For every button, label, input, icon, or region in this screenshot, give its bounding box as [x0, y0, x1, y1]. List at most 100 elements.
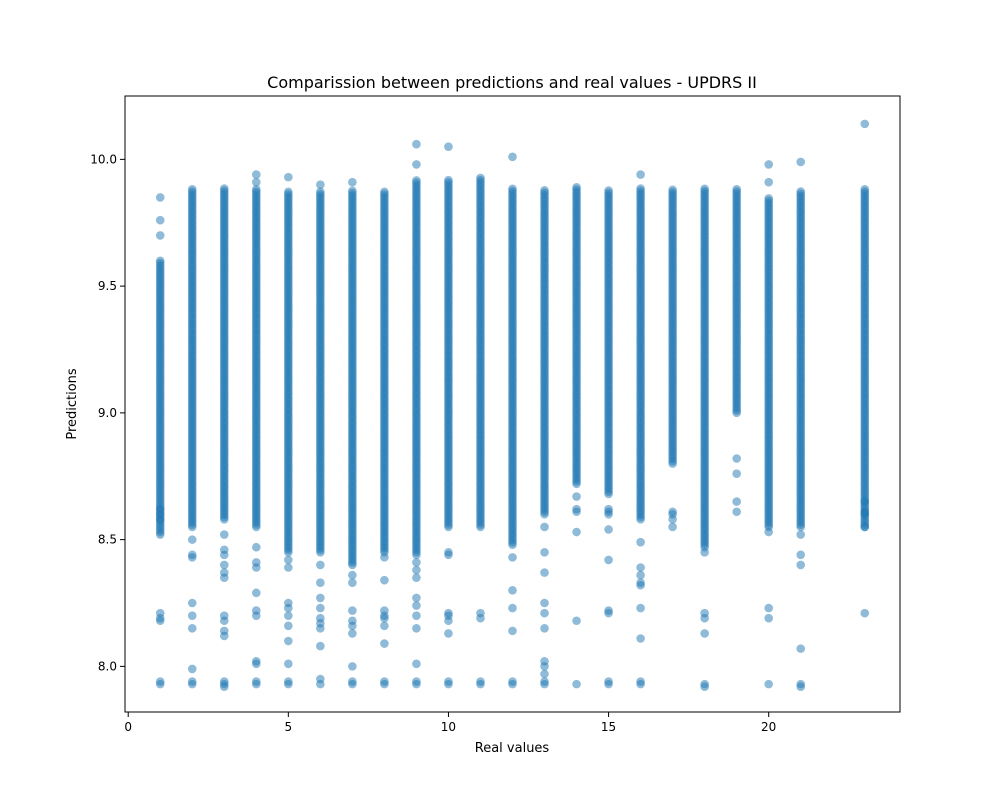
data-point [316, 641, 325, 651]
data-point [636, 537, 645, 547]
data-point [251, 588, 261, 598]
data-point [155, 679, 165, 689]
data-point [284, 187, 293, 197]
data-point [860, 509, 870, 519]
data-point [540, 598, 549, 608]
data-point [764, 613, 773, 623]
data-point [316, 187, 325, 197]
data-point [412, 593, 421, 603]
data-point [572, 507, 581, 517]
y-tick-label: 9.5 [98, 279, 117, 293]
data-point [604, 555, 613, 565]
x-axis: 0 5 10 15 20 [124, 712, 776, 734]
data-point [764, 527, 773, 537]
data-point [412, 611, 421, 620]
data-point [860, 608, 870, 618]
data-point [412, 679, 421, 689]
data-point [219, 616, 229, 626]
data-point [380, 639, 389, 648]
x-tick-label: 15 [601, 720, 616, 734]
data-point [187, 611, 197, 620]
data-point [316, 593, 325, 603]
data-point [508, 603, 517, 613]
data-point [155, 256, 165, 266]
data-point [764, 194, 773, 203]
data-point [316, 679, 325, 689]
data-point [412, 565, 421, 575]
data-point [796, 550, 806, 560]
data-point [636, 603, 645, 613]
data-point [316, 578, 325, 588]
data-point [860, 184, 870, 194]
data-point [316, 180, 325, 190]
data-point [540, 522, 549, 532]
data-point [572, 492, 581, 501]
data-point [700, 629, 709, 638]
data-point [412, 573, 421, 582]
data-point [412, 160, 421, 169]
data-point [155, 193, 165, 202]
y-tick-label: 8.0 [98, 659, 117, 673]
plot-frame [124, 95, 901, 713]
data-point [540, 662, 549, 671]
data-point [155, 616, 165, 626]
data-point [380, 621, 389, 631]
data-point [348, 679, 357, 689]
data-point [219, 530, 229, 539]
data-point [444, 616, 453, 626]
data-point [187, 184, 197, 194]
data-point [540, 608, 549, 618]
data-point [764, 603, 773, 613]
data-point [284, 636, 293, 646]
data-point [251, 611, 261, 620]
data-point [572, 527, 581, 537]
data-point [540, 186, 549, 195]
x-tick-label: 10 [441, 720, 456, 734]
data-point [316, 560, 325, 570]
data-point [604, 186, 613, 195]
data-point [860, 119, 870, 129]
data-point [508, 553, 517, 562]
data-point [604, 509, 613, 519]
data-point [700, 184, 709, 194]
data-point [668, 515, 677, 524]
y-axis-label: Predictions [65, 368, 80, 440]
data-point [284, 555, 293, 565]
data-point [700, 682, 709, 691]
data-point [219, 550, 229, 560]
data-point [412, 176, 421, 185]
data-point [604, 525, 613, 534]
data-point [380, 187, 389, 197]
data-point [187, 679, 197, 689]
data-point [636, 184, 645, 193]
data-point [251, 542, 261, 552]
data-point [380, 613, 389, 623]
y-tick-label: 8.5 [98, 533, 117, 547]
data-point [444, 142, 453, 151]
data-point [796, 560, 806, 570]
data-point [284, 611, 293, 620]
data-point [219, 631, 229, 641]
data-point [636, 634, 645, 643]
data-point [572, 182, 581, 192]
data-point [284, 679, 293, 689]
data-point [508, 152, 517, 162]
data-point [284, 172, 293, 182]
data-point [764, 177, 773, 187]
data-point [636, 580, 645, 590]
data-point [732, 497, 741, 506]
data-point [476, 173, 485, 183]
data-point [412, 550, 421, 560]
data-point [700, 548, 709, 557]
data-point [636, 563, 645, 572]
data-point [284, 563, 293, 572]
data-point [348, 177, 357, 187]
data-point [219, 682, 229, 691]
y-tick-label: 9.0 [98, 406, 117, 420]
data-point [348, 662, 357, 671]
data-point [348, 570, 357, 580]
data-point [251, 563, 261, 572]
data-point [155, 231, 165, 240]
data-point [380, 575, 389, 585]
